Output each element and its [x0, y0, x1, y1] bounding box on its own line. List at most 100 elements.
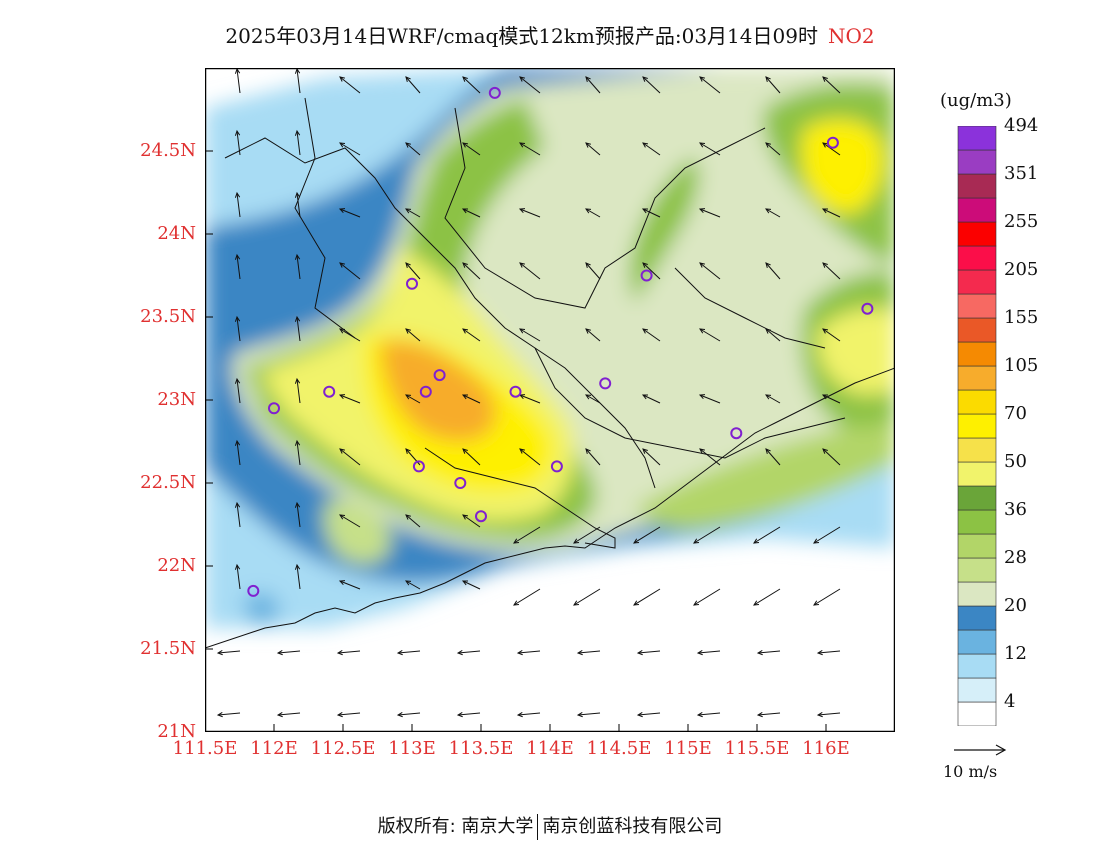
lon-tick-label: 112.5E: [310, 738, 376, 759]
lat-tick-label: 23.5N: [140, 306, 196, 327]
wind-arrow: [816, 649, 841, 656]
wind-arrow: [585, 448, 601, 466]
colorbar-swatch: [957, 389, 997, 415]
wind-arrow: [462, 514, 481, 528]
wind-arrow: [339, 142, 361, 156]
wind-arrow: [585, 208, 601, 218]
colorbar-swatch: [957, 197, 997, 223]
colorbar-swatch: [957, 365, 997, 391]
wind-arrow: [636, 711, 661, 718]
wind-arrow: [294, 315, 301, 342]
lat-tick-label: 22.5N: [140, 472, 196, 493]
monitoring-site-marker: [640, 269, 653, 282]
wind-arrow: [641, 208, 661, 218]
wind-arrow: [338, 580, 361, 590]
wind-arrow: [765, 262, 781, 280]
monitoring-site-marker: [268, 402, 280, 415]
colorbar-tick-label: 20: [1004, 595, 1027, 616]
wind-arrow: [336, 711, 361, 718]
wind-arrow: [696, 711, 721, 718]
colorbar-swatch: [957, 269, 997, 295]
colorbar-swatch: [957, 461, 997, 487]
wind-arrow: [462, 262, 481, 280]
monitoring-site-marker: [550, 460, 563, 473]
wind-arrow: [216, 711, 241, 718]
wind-arrow: [234, 129, 241, 156]
wind-arrow: [573, 588, 601, 606]
wind-arrow: [294, 439, 301, 466]
no2-concentration-map: [205, 68, 895, 732]
wind-arrow: [339, 448, 361, 466]
wind-arrow: [753, 526, 781, 544]
lon-tick-label: 115.5E: [724, 738, 790, 759]
wind-arrow: [339, 328, 361, 342]
colorbar-swatch: [957, 149, 997, 175]
wind-arrow: [633, 526, 661, 544]
wind-arrow: [234, 191, 241, 218]
lon-tick-label: 116E: [802, 738, 850, 759]
wind-arrow: [576, 711, 601, 718]
lon-tick-label: 111.5E: [172, 738, 238, 759]
copyright-left: 版权所有: 南京大学: [377, 816, 534, 837]
wind-arrow: [338, 394, 361, 404]
wind-arrow: [461, 208, 481, 218]
colorbar-swatch: [957, 581, 997, 607]
colorbar-swatch: [957, 629, 997, 655]
wind-arrow: [822, 76, 841, 94]
wind-arrow: [765, 448, 781, 466]
colorbar-swatch: [957, 317, 997, 343]
wind-arrow: [519, 76, 541, 94]
monitoring-site-marker: [247, 584, 260, 597]
wind-arrow: [765, 76, 781, 94]
wind-arrow: [698, 394, 721, 404]
wind-arrow: [234, 501, 241, 528]
colorbar-tick-label: 50: [1004, 451, 1027, 472]
lon-tick-label: 113E: [388, 738, 436, 759]
wind-arrow: [336, 649, 361, 656]
wind-arrow: [813, 526, 841, 544]
wind-arrow: [339, 262, 361, 280]
colorbar-tick-label: 12: [1004, 643, 1027, 664]
wind-arrow: [338, 208, 361, 218]
wind-arrow: [636, 649, 661, 656]
colorbar-tick-label: 28: [1004, 547, 1027, 568]
wind-arrow: [519, 448, 541, 466]
wind-arrow: [405, 514, 421, 528]
wind-arrow: [462, 448, 481, 466]
wind-arrow: [585, 394, 601, 404]
wind-arrow: [642, 448, 661, 466]
colorbar-swatch: [957, 557, 997, 583]
wind-arrow: [585, 142, 601, 156]
wind-arrow: [462, 76, 481, 94]
wind-arrow: [294, 253, 301, 280]
wind-arrow: [693, 526, 721, 544]
wind-arrow: [765, 328, 781, 342]
wind-arrow: [519, 142, 541, 156]
wind-arrow: [339, 514, 361, 528]
wind-arrow: [699, 328, 721, 342]
concentration-field: [205, 68, 895, 628]
colorbar-swatch: [957, 701, 997, 726]
wind-arrow: [405, 262, 421, 280]
wind-arrow: [822, 142, 841, 156]
colorbar-swatch: [957, 437, 997, 463]
wind-arrow: [405, 208, 421, 218]
wind-arrow: [822, 262, 841, 280]
colorbar-swatch: [957, 173, 997, 199]
monitoring-site-marker: [475, 510, 487, 523]
wind-vector-field: [216, 68, 841, 718]
wind-arrow: [234, 315, 241, 342]
reference-vector-icon: [954, 744, 1007, 756]
colorbar-tick-label: 351: [1004, 163, 1039, 184]
wind-arrow: [339, 76, 361, 94]
wind-arrow: [765, 394, 781, 404]
wind-arrow: [405, 76, 421, 94]
colorbar-swatch: [957, 653, 997, 679]
lat-tick-label: 24.5N: [140, 140, 196, 161]
wind-arrow: [294, 563, 301, 590]
wind-arrow: [405, 580, 421, 590]
monitoring-site-marker: [433, 369, 446, 382]
wind-arrow: [698, 208, 721, 218]
wind-arrow: [753, 588, 781, 606]
lon-tick-label: 115E: [664, 738, 712, 759]
